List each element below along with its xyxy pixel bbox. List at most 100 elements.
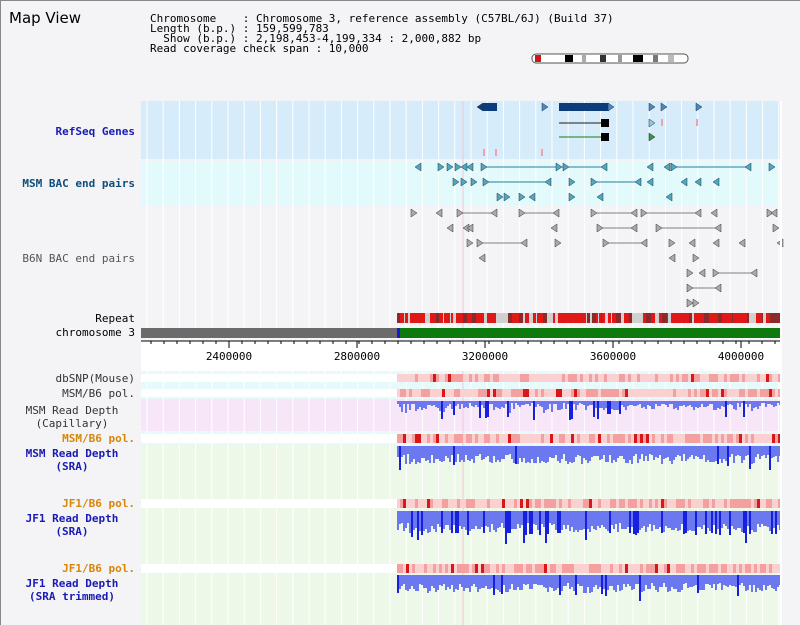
msm-capillary-depth-bar <box>449 401 451 404</box>
jf1-b6-pol-b-strip-cell <box>616 564 619 573</box>
repeat-element <box>697 313 702 323</box>
jf1-trimmed-depth-bar <box>717 575 719 584</box>
msm-sra-depth-bar <box>583 446 585 458</box>
repeat-element <box>605 313 608 323</box>
jf1-b6-pol-b-strip-cell <box>562 564 565 573</box>
chromosome-ideogram[interactable] <box>528 52 698 66</box>
msm-sra-depth-bar <box>569 446 571 462</box>
msm-b6-pol-b-strip-cell <box>436 434 439 443</box>
msm-b6-pol-a-strip-cell <box>700 389 703 397</box>
jf1-b6-pol-a-strip-cell <box>613 499 616 508</box>
jf1-sra-depth-bar <box>407 511 409 523</box>
msm-sra-depth-bar <box>709 446 711 462</box>
msm-b6-pol-a-strip-cell <box>727 389 730 397</box>
jf1-trimmed-depth-bar <box>461 575 463 587</box>
jf1-trimmed-depth-bar <box>747 575 749 590</box>
track-label-jf1-depth-trim-2: (SRA trimmed) <box>28 590 116 603</box>
repeat-element <box>702 313 704 323</box>
jf1-sra-depth-bar <box>683 511 685 534</box>
jf1-trimmed-depth-bar <box>599 575 601 587</box>
jf1-sra-depth-bar <box>747 511 749 526</box>
msm-sra-depth-bar <box>489 446 491 462</box>
msm-sra-depth-bar <box>507 446 509 455</box>
jf1-b6-pol-a-strip-cell <box>538 499 541 508</box>
jf1-sra-depth-bar <box>435 511 437 532</box>
jf1-trimmed-depth-bar <box>479 575 481 589</box>
msm-b6-pol-b-strip-cell <box>682 434 685 443</box>
msm-capillary-depth-bar <box>541 401 543 407</box>
dbsnp-strip-cell <box>511 374 514 382</box>
msm-b6-pol-a-strip-cell <box>661 389 664 397</box>
msm-bac-end <box>482 177 490 187</box>
msm-b6-pol-b-strip-cell <box>439 434 442 443</box>
b6n-bac-end <box>456 208 464 218</box>
msm-b6-pol-a-strip-cell <box>688 389 691 397</box>
jf1-b6-pol-a-strip-cell <box>586 499 589 508</box>
msm-b6-pol-b-strip-cell <box>733 434 736 443</box>
msm-b6-pol-a-strip-cell <box>721 389 724 397</box>
dbsnp-strip-cell <box>448 374 451 382</box>
repeat-element <box>768 313 770 323</box>
jf1-b6-pol-a-strip-cell <box>604 499 607 508</box>
jf1-b6-pol-a-strip-cell <box>679 499 682 508</box>
msm-b6-pol-b-strip-cell <box>742 434 745 443</box>
jf1-trimmed-depth-bar <box>731 575 733 586</box>
msm-sra-depth-bar <box>423 446 425 458</box>
jf1-b6-pol-a-strip-cell <box>610 499 613 508</box>
dbsnp-strip-cell <box>655 374 658 382</box>
msm-b6-pol-b-strip-cell <box>583 434 586 443</box>
repeat-element <box>555 313 558 323</box>
dbsnp-strip-cell <box>547 374 550 382</box>
jf1-sra-depth-bar <box>515 511 517 529</box>
jf1-b6-pol-b-strip-cell <box>553 564 556 573</box>
msm-capillary-depth-bar <box>765 401 767 407</box>
msm-capillary-depth-bar <box>419 401 421 407</box>
jf1-sra-depth-bar <box>707 511 709 528</box>
msm-b6-pol-a-strip-cell <box>673 389 676 397</box>
repeat-element <box>612 313 616 323</box>
msm-sra-depth-bar <box>661 446 663 464</box>
msm-b6-pol-a-strip-cell <box>562 389 565 397</box>
jf1-b6-pol-a-strip-cell <box>463 499 466 508</box>
jf1-sra-depth-bar <box>719 511 721 535</box>
msm-capillary-depth-bar <box>599 401 601 408</box>
msm-b6-pol-b-strip-cell <box>619 434 622 443</box>
msm-b6-pol-b-strip-cell <box>712 434 715 443</box>
msm-b6-pol-b-strip-cell <box>646 434 649 443</box>
msm-b6-pol-a-strip-cell <box>616 389 619 397</box>
jf1-trimmed-depth-bar <box>715 575 717 590</box>
jf1-sra-depth-bar <box>533 511 535 524</box>
repeat-element <box>443 313 444 323</box>
msm-b6-pol-b-strip-cell <box>496 434 499 443</box>
msm-sra-depth-bar <box>727 446 729 466</box>
repeat-element <box>662 313 667 323</box>
dbsnp-strip-cell <box>595 374 598 382</box>
msm-b6-pol-a-strip-cell <box>604 389 607 397</box>
msm-b6-pol-a-strip-cell <box>430 389 433 397</box>
jf1-sra-depth-bar <box>615 511 617 524</box>
jf1-b6-pol-b-strip-cell <box>442 564 445 573</box>
b6n-bac-end <box>686 298 694 308</box>
jf1-trimmed-depth-bar <box>755 575 757 592</box>
msm-sra-depth-bar <box>653 446 655 460</box>
msm-b6-pol-b-strip-cell <box>676 434 679 443</box>
msm-capillary-depth-bar <box>513 401 515 409</box>
msm-bac-end <box>496 192 504 202</box>
jf1-trimmed-depth-bar <box>725 575 727 586</box>
jf1-b6-pol-a-strip-cell <box>754 499 757 508</box>
track-label-msm-bac: MSM BAC end pairs <box>22 177 135 190</box>
repeat-element <box>596 313 598 323</box>
msm-sra-depth-bar <box>597 446 599 456</box>
refseq-marker <box>696 119 698 126</box>
b6n-bac-track-bg <box>141 206 781 311</box>
msm-b6-pol-b-strip-cell <box>490 434 493 443</box>
msm-b6-pol-b-strip-cell <box>652 434 655 443</box>
ruler-tick-label: 3200000 <box>462 350 508 363</box>
msm-capillary-depth-bar <box>465 401 467 407</box>
jf1-trimmed-depth-bar <box>775 575 777 591</box>
msm-capillary-depth-bar <box>477 401 479 407</box>
b6n-bac-end <box>552 208 560 218</box>
jf1-b6-pol-b-strip-cell <box>541 564 544 573</box>
msm-capillary-depth-bar <box>687 401 689 406</box>
